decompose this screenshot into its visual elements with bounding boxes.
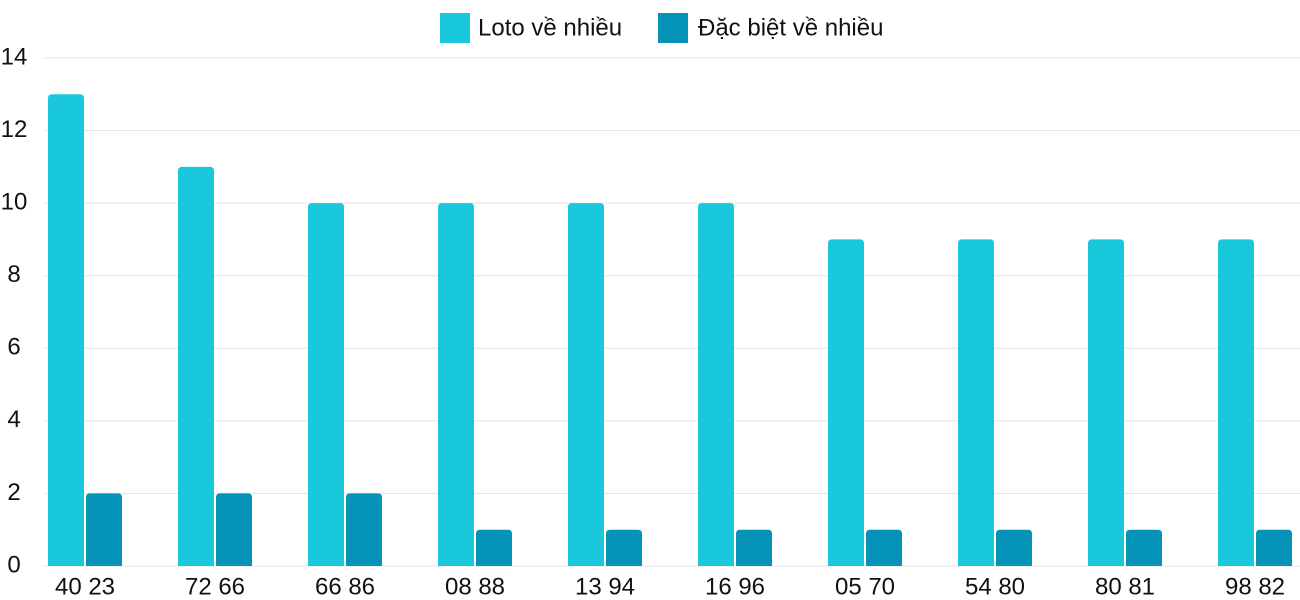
y-tick-label: 6 <box>7 334 20 361</box>
y-tick-label: 12 <box>1 116 28 143</box>
y-tick-label: 8 <box>7 261 20 288</box>
bar <box>308 203 344 566</box>
bar <box>698 203 734 566</box>
x-tick-label: 05 70 <box>835 573 895 600</box>
bar <box>438 203 474 566</box>
x-tick-label: 72 66 <box>185 573 245 600</box>
bar <box>828 239 864 566</box>
bar <box>1088 239 1124 566</box>
legend-swatch <box>658 13 688 43</box>
bar <box>178 166 214 566</box>
legend-label: Loto về nhiều <box>478 14 622 41</box>
bar <box>216 493 252 566</box>
x-tick-label: 80 81 <box>1095 573 1155 600</box>
x-tick-label: 16 96 <box>705 573 765 600</box>
y-tick-label: 0 <box>7 551 20 578</box>
x-tick-label: 40 23 <box>55 573 115 600</box>
bar <box>866 529 902 566</box>
bar <box>1218 239 1254 566</box>
bar <box>1126 529 1162 566</box>
bar <box>606 529 642 566</box>
y-tick-label: 2 <box>7 479 20 506</box>
x-tick-label: 08 88 <box>445 573 505 600</box>
x-tick-label: 13 94 <box>575 573 635 600</box>
bar <box>568 203 604 566</box>
x-tick-label: 54 80 <box>965 573 1025 600</box>
x-tick-label: 98 82 <box>1225 573 1285 600</box>
y-tick-label: 14 <box>1 43 28 70</box>
bar <box>48 94 84 567</box>
bar <box>346 493 382 566</box>
legend-swatch <box>440 13 470 43</box>
y-tick-label: 4 <box>7 406 20 433</box>
bar <box>86 493 122 566</box>
legend-label: Đặc biệt về nhiều <box>698 14 883 41</box>
bar <box>476 529 512 566</box>
bar <box>996 529 1032 566</box>
y-tick-label: 10 <box>1 188 28 215</box>
bar <box>1256 529 1292 566</box>
bar <box>736 529 772 566</box>
x-tick-label: 66 86 <box>315 573 375 600</box>
bar <box>958 239 994 566</box>
